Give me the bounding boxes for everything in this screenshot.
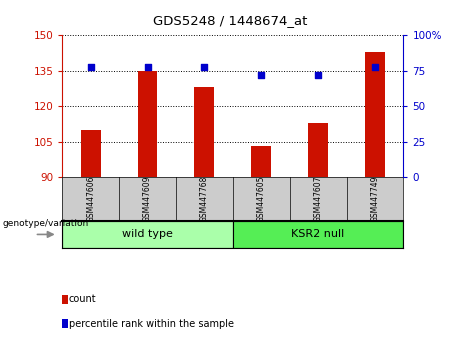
Text: KSR2 null: KSR2 null [291,229,345,239]
Point [144,64,151,69]
Bar [233,221,403,248]
Text: GSM447768: GSM447768 [200,176,209,222]
Bar [62,221,233,248]
Point [258,72,265,78]
Point [371,64,378,69]
Text: wild type: wild type [122,229,173,239]
Text: GSM447607: GSM447607 [313,176,323,222]
Bar [137,71,158,177]
Point [201,64,208,69]
Text: GSM447609: GSM447609 [143,176,152,222]
Text: GSM447749: GSM447749 [371,176,379,222]
Bar [365,52,385,177]
Bar [251,146,271,177]
Text: genotype/variation: genotype/variation [2,219,89,228]
Bar [81,130,100,177]
Bar [195,87,214,177]
Text: GSM447606: GSM447606 [86,176,95,222]
Text: percentile rank within the sample: percentile rank within the sample [69,319,234,329]
Point [87,64,95,69]
Point [314,72,322,78]
Text: GDS5248 / 1448674_at: GDS5248 / 1448674_at [154,14,307,27]
Bar [308,123,328,177]
Text: count: count [69,294,96,304]
Text: GSM447605: GSM447605 [257,176,266,222]
